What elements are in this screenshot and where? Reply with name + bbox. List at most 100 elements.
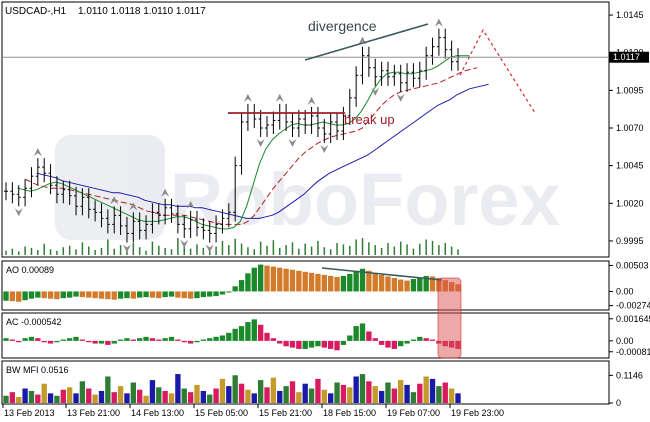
ao-bar bbox=[308, 272, 315, 292]
ao-bar bbox=[117, 291, 124, 299]
mfi-bar bbox=[308, 388, 315, 403]
ao-bar bbox=[35, 291, 41, 298]
ao-pane bbox=[1, 260, 610, 311]
mfi-bar bbox=[429, 378, 436, 403]
ao-bar bbox=[194, 291, 200, 299]
ao-bar bbox=[219, 291, 226, 295]
fractal-down-marker bbox=[180, 239, 189, 248]
ac-bar bbox=[92, 340, 98, 344]
ac-bar bbox=[79, 339, 86, 341]
ao-bar bbox=[28, 291, 35, 299]
ao-bar bbox=[175, 291, 181, 298]
ac-bar bbox=[289, 340, 296, 348]
ac-histogram bbox=[3, 319, 461, 351]
mfi-bar bbox=[73, 393, 79, 403]
mfi-label: BW MFI 0.0516 bbox=[6, 365, 69, 375]
ac-ytick-label: 0.001645 bbox=[616, 314, 650, 324]
mfi-bar bbox=[207, 394, 213, 403]
mfi-bar bbox=[143, 395, 149, 403]
ao-ytick-label: 0.00 bbox=[616, 286, 634, 296]
fractal-up-marker bbox=[186, 200, 195, 209]
ac-bar bbox=[302, 340, 308, 349]
mfi-bar bbox=[423, 376, 429, 403]
ao-bar bbox=[359, 268, 366, 292]
ac-bar bbox=[391, 340, 398, 349]
ac-label: AC -0.000542 bbox=[6, 317, 62, 327]
mfi-bar bbox=[60, 389, 66, 403]
mfi-bar bbox=[117, 386, 124, 403]
ao-histogram bbox=[3, 264, 461, 302]
ac-bar bbox=[270, 338, 277, 341]
mfi-bar bbox=[168, 393, 175, 403]
ao-bar bbox=[270, 266, 277, 292]
fractal-up-marker bbox=[243, 93, 252, 102]
mfi-bar bbox=[162, 390, 168, 403]
mfi-bar bbox=[270, 377, 277, 403]
ac-bar bbox=[410, 339, 417, 341]
ac-bar bbox=[175, 339, 181, 341]
xtick-label: 13 Feb 21:00 bbox=[67, 408, 120, 418]
ac-bar bbox=[86, 340, 92, 343]
fractal-up-marker bbox=[161, 188, 170, 197]
ac-bar bbox=[251, 319, 257, 341]
fractal-down-marker bbox=[320, 145, 329, 154]
mfi-bar bbox=[66, 387, 73, 403]
ac-bar bbox=[385, 340, 391, 348]
ao-bar bbox=[429, 276, 436, 292]
ac-bar bbox=[117, 339, 124, 341]
ao-bar bbox=[162, 291, 168, 298]
ac-bar bbox=[105, 340, 111, 345]
ac-bar bbox=[213, 336, 219, 341]
ac-bar bbox=[66, 338, 73, 341]
mfi-bar bbox=[410, 392, 417, 403]
ac-bar bbox=[359, 323, 366, 341]
mfi-bar bbox=[111, 392, 117, 403]
mfi-ytick-label: 0 bbox=[616, 398, 621, 408]
mfi-bar bbox=[264, 387, 270, 403]
mfi-bar bbox=[54, 395, 60, 403]
ac-bar bbox=[328, 340, 334, 349]
ac-bar bbox=[9, 339, 16, 341]
mfi-bar bbox=[347, 387, 353, 403]
ao-bar bbox=[372, 272, 378, 292]
ao-bar bbox=[328, 275, 334, 292]
fractal-down-marker bbox=[205, 244, 214, 253]
ac-bar bbox=[200, 339, 207, 341]
ao-bar bbox=[60, 291, 66, 299]
ac-bar bbox=[321, 340, 327, 348]
ac-bar bbox=[73, 336, 79, 341]
mfi-bar bbox=[277, 390, 283, 403]
ac-bar bbox=[264, 332, 270, 341]
mfi-bar bbox=[79, 381, 86, 403]
ao-bar bbox=[98, 291, 105, 299]
mfi-bar bbox=[130, 382, 136, 403]
ao-bar bbox=[238, 280, 245, 292]
fractal-up-marker bbox=[434, 18, 443, 27]
mfi-bar bbox=[137, 389, 143, 403]
ac-bar bbox=[137, 338, 143, 341]
divergence-trendline bbox=[304, 23, 429, 61]
mfi-bar bbox=[328, 393, 334, 403]
ao-bar bbox=[207, 291, 213, 297]
mfi-bar bbox=[35, 394, 41, 403]
ao-ytick-label: -0.00274 bbox=[616, 301, 650, 311]
main-ytick-label: 1.0145 bbox=[616, 10, 644, 20]
ac-bar bbox=[219, 335, 226, 341]
ac-bar bbox=[378, 340, 385, 345]
ac-bar bbox=[3, 338, 9, 341]
fractal-down-marker bbox=[256, 139, 265, 148]
ac-bar bbox=[98, 340, 105, 344]
ao-bar bbox=[73, 291, 79, 297]
ao-bar bbox=[137, 291, 143, 298]
alligator-teeth-line bbox=[24, 67, 478, 225]
ac-bar bbox=[47, 340, 54, 344]
ac-bar bbox=[257, 324, 264, 341]
ao-bar bbox=[79, 291, 86, 298]
ao-bar bbox=[181, 291, 187, 299]
ac-bar bbox=[181, 340, 187, 343]
ac-bar bbox=[60, 339, 66, 341]
xtick-label: 15 Feb 21:00 bbox=[259, 408, 312, 418]
ac-bar bbox=[156, 339, 162, 341]
ao-bar bbox=[334, 276, 340, 292]
ohlc-text: 1.0110 1.0118 1.0110 1.0117 bbox=[78, 6, 206, 17]
